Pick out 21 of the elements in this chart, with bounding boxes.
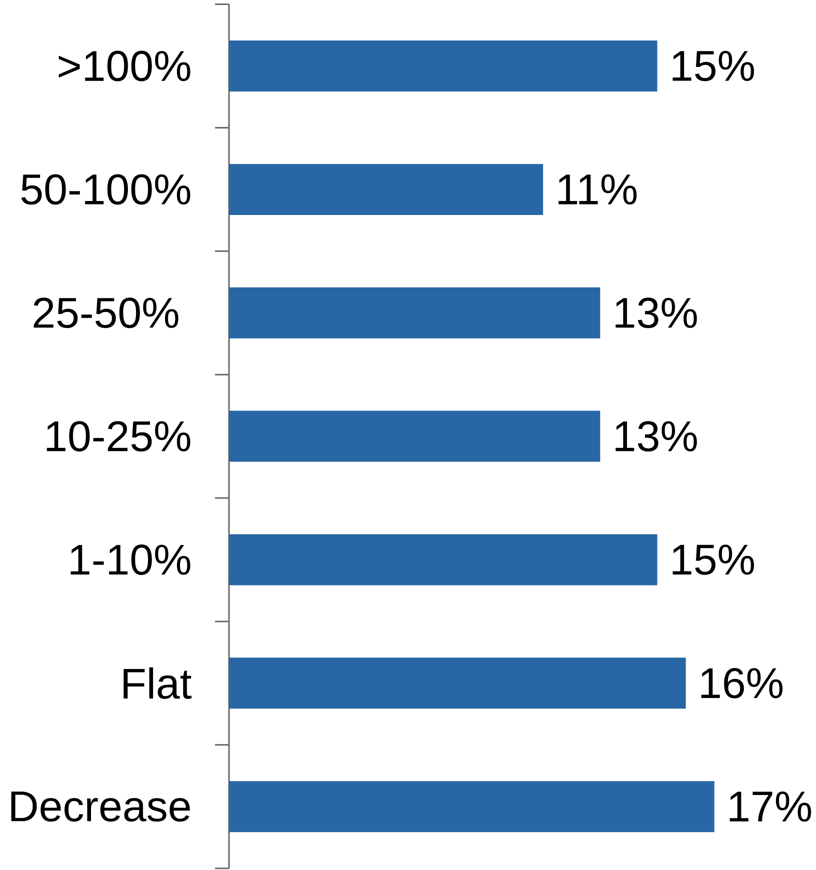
data-label: 15% <box>672 50 754 82</box>
data-label: 13% <box>616 298 697 328</box>
bar <box>229 781 714 832</box>
y-tick-label: Flat <box>124 667 192 699</box>
y-tick-label: >100% <box>58 50 190 82</box>
y-tick-label: 25-50% <box>34 298 178 328</box>
y-tick-label: 10-25% <box>46 421 190 452</box>
y-tick-label: 1-10% <box>70 544 190 575</box>
data-label: 17% <box>730 792 812 822</box>
data-label: 11% <box>558 174 637 204</box>
y-tick-label: Decrease <box>11 792 190 822</box>
bar <box>229 410 600 462</box>
data-label: 16% <box>701 668 783 698</box>
bar <box>229 164 544 215</box>
data-label: 15% <box>672 544 754 575</box>
bar <box>229 287 600 338</box>
y-tick-label: 50-100% <box>21 174 190 205</box>
bar <box>229 40 658 92</box>
bar <box>229 658 686 709</box>
bar <box>229 534 658 586</box>
data-label: 13% <box>616 421 697 452</box>
